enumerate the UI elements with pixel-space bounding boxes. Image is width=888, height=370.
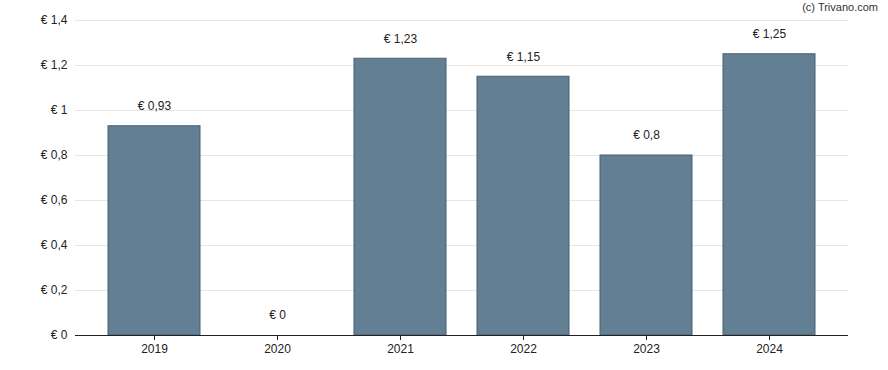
svg-text:2019: 2019 <box>141 342 168 356</box>
svg-text:2021: 2021 <box>387 342 414 356</box>
svg-text:2023: 2023 <box>633 342 660 356</box>
svg-text:€ 0,6: € 0,6 <box>41 193 68 207</box>
html-text:(c) Trivano.com: (c) Trivano.com <box>802 1 878 13</box>
svg-text:2020: 2020 <box>264 342 291 356</box>
svg-text:€ 0: € 0 <box>51 328 68 342</box>
svg-text:€ 1,2: € 1,2 <box>41 58 68 72</box>
svg-text:€ 1,15: € 1,15 <box>507 50 541 64</box>
svg-text:2024: 2024 <box>756 342 783 356</box>
svg-text:€ 0,8: € 0,8 <box>633 128 660 142</box>
svg-text:€ 0,8: € 0,8 <box>41 148 68 162</box>
svg-text:€ 1,23: € 1,23 <box>384 32 418 46</box>
svg-text:€ 0: € 0 <box>269 308 286 322</box>
svg-text:€ 1,25: € 1,25 <box>753 27 787 41</box>
svg-text:€ 0,2: € 0,2 <box>41 283 68 297</box>
svg-text:€ 1: € 1 <box>51 103 68 117</box>
svg-text:€ 1,4: € 1,4 <box>41 13 68 27</box>
svg-text:2022: 2022 <box>510 342 537 356</box>
svg-text:€ 0,93: € 0,93 <box>138 99 172 113</box>
svg-text:€ 0,4: € 0,4 <box>41 238 68 252</box>
